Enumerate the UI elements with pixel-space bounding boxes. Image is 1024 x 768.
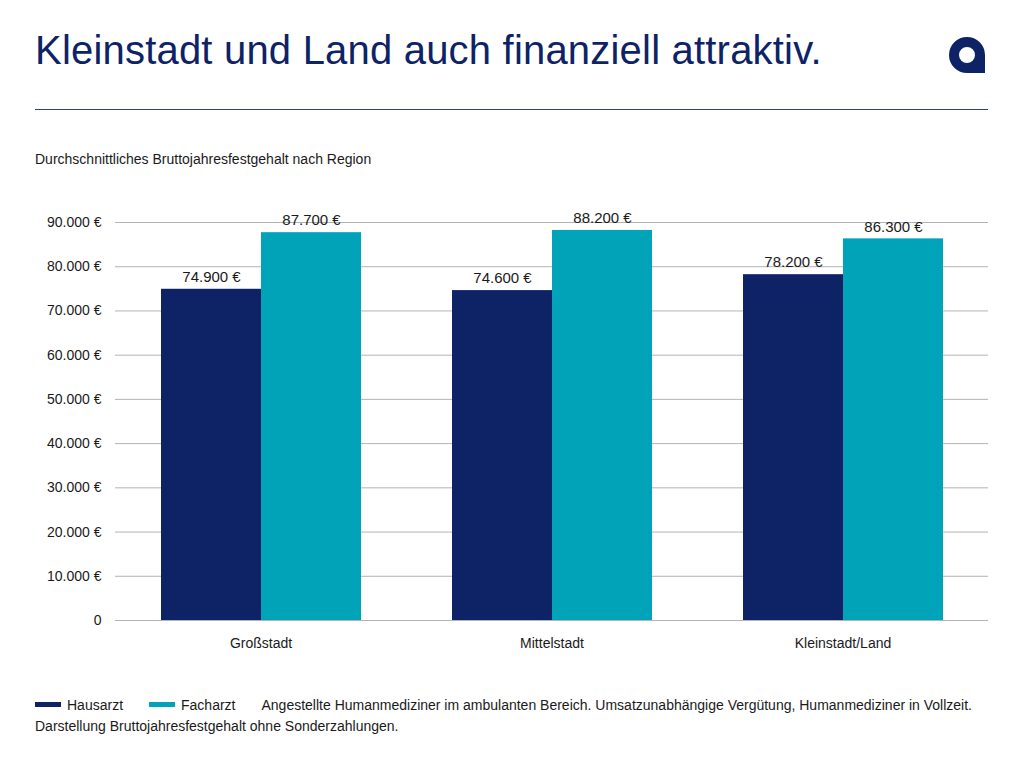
svg-text:50.000 €: 50.000 € xyxy=(47,391,102,407)
html-text:Angestellte Humanmediziner im: Angestellte Humanmediziner im ambulanten… xyxy=(35,697,972,734)
svg-text:20.000 €: 20.000 € xyxy=(47,524,102,540)
svg-text:10.000 €: 10.000 € xyxy=(47,568,102,584)
svg-text:74.900 €: 74.900 € xyxy=(182,268,241,285)
html-text:Kleinstadt und Land auch finan: Kleinstadt und Land auch finanziell attr… xyxy=(35,28,822,72)
html-text:Facharzt: Facharzt xyxy=(181,697,236,713)
svg-text:Großstadt: Großstadt xyxy=(230,635,292,651)
html-text:Hausarzt: Hausarzt xyxy=(67,697,123,713)
svg-text:74.600 €: 74.600 € xyxy=(473,269,532,286)
svg-text:78.200 €: 78.200 € xyxy=(764,253,823,270)
svg-text:86.300 €: 86.300 € xyxy=(864,218,923,235)
svg-text:88.200 €: 88.200 € xyxy=(573,209,632,226)
svg-text:80.000 €: 80.000 € xyxy=(47,258,102,274)
svg-text:60.000 €: 60.000 € xyxy=(47,347,102,363)
html-text:Durchschnittliches Bruttojahre: Durchschnittliches Bruttojahresfestgehal… xyxy=(35,151,372,167)
svg-text:87.700 €: 87.700 € xyxy=(282,211,341,228)
svg-text:30.000 €: 30.000 € xyxy=(47,479,102,495)
svg-text:40.000 €: 40.000 € xyxy=(47,435,102,451)
svg-text:90.000 €: 90.000 € xyxy=(47,214,102,230)
svg-text:0: 0 xyxy=(94,612,102,628)
svg-text:Mittelstadt: Mittelstadt xyxy=(520,635,584,651)
svg-text:Kleinstadt/Land: Kleinstadt/Land xyxy=(795,635,892,651)
svg-text:70.000 €: 70.000 € xyxy=(47,302,102,318)
